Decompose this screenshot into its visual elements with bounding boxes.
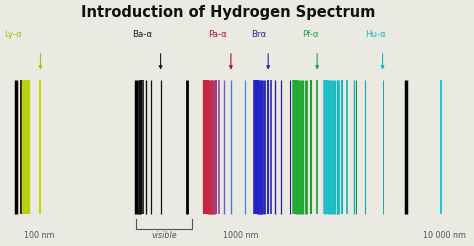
Text: 10 000 nm: 10 000 nm — [423, 231, 466, 240]
Text: Pa-α: Pa-α — [208, 30, 227, 39]
Text: Ba-α: Ba-α — [133, 30, 153, 39]
Text: Introduction of Hydrogen Spectrum: Introduction of Hydrogen Spectrum — [81, 5, 375, 20]
Text: Hu-α: Hu-α — [365, 30, 386, 39]
Text: Ly-α: Ly-α — [5, 30, 22, 39]
Text: Pf-α: Pf-α — [302, 30, 319, 39]
Text: Brα: Brα — [252, 30, 267, 39]
Text: visible: visible — [151, 231, 177, 240]
Text: 1000 nm: 1000 nm — [223, 231, 259, 240]
Text: 100 nm: 100 nm — [24, 231, 54, 240]
